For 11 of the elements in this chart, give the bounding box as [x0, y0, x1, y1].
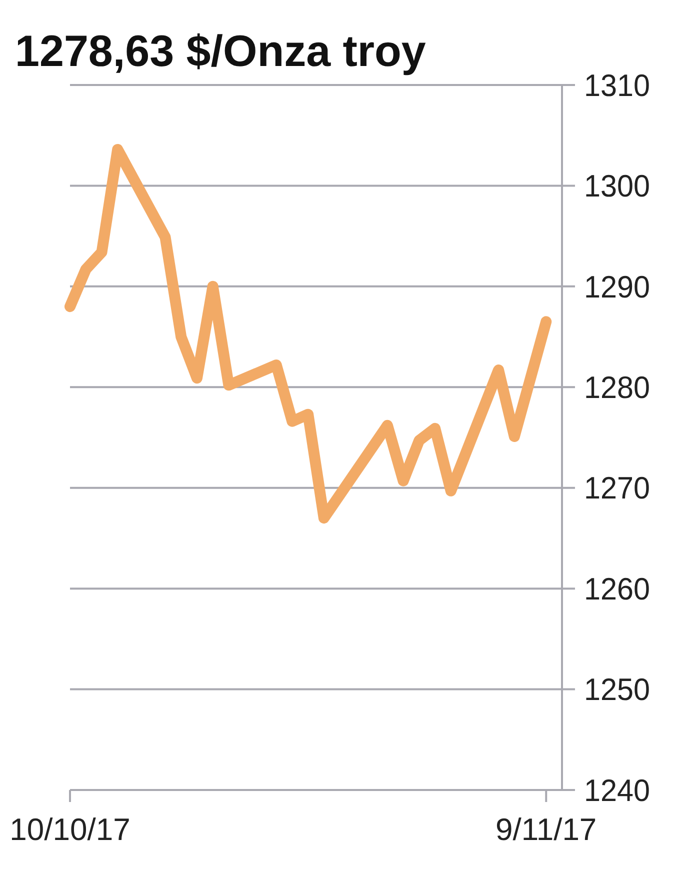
chart-title: 1278,63 $/Onza troy: [15, 27, 426, 76]
y-tick-label: 1260: [584, 571, 653, 606]
x-tick-label: 9/11/17: [496, 812, 597, 847]
y-tick-label: 1250: [584, 672, 653, 708]
x-tick-label: 10/10/17: [10, 812, 130, 847]
y-tick-label: 1240: [584, 772, 653, 808]
y-tick-label: 1270: [584, 470, 653, 506]
y-tick-label: 1290: [584, 269, 653, 304]
y-tick-label: 1280: [584, 370, 653, 405]
y-tick-label: 1300: [584, 168, 653, 204]
y-tick-label: 1310: [584, 68, 653, 103]
